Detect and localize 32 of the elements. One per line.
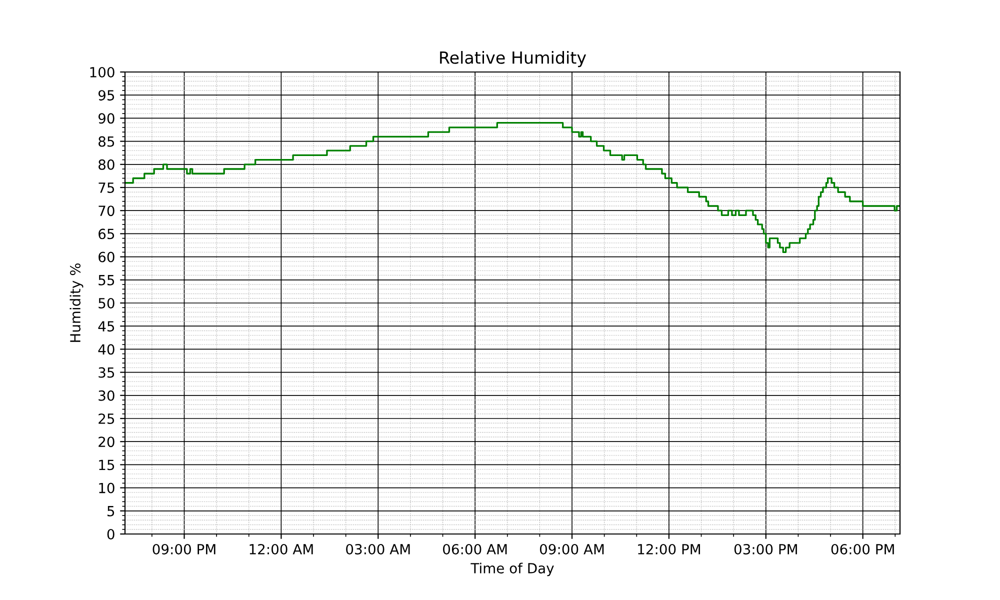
y-tick-label: 55 — [98, 275, 114, 286]
x-tick-label: 09:00 PM — [152, 544, 216, 554]
y-tick-label: 90 — [98, 113, 114, 124]
y-tick-label: 20 — [98, 436, 114, 448]
x-tick-label: 12:00 AM — [250, 544, 313, 554]
y-tick-label: 5 — [108, 506, 114, 516]
y-tick-label: 45 — [98, 321, 114, 332]
y-tick-label: 0 — [107, 528, 114, 540]
y-tick-label: 25 — [98, 413, 114, 424]
y-tick-label: 50 — [98, 298, 114, 308]
x-tick-label: 09:00 AM — [540, 544, 604, 554]
y-tick-label: 75 — [98, 182, 114, 193]
y-tick-label: 65 — [98, 228, 114, 240]
chart-title: Relative Humidity — [440, 51, 586, 68]
x-tick-label: 03:00 AM — [346, 544, 410, 554]
y-tick-label: 35 — [98, 367, 114, 378]
y-tick-label: 40 — [98, 344, 114, 355]
y-tick-label: 95 — [98, 90, 114, 101]
x-tick-label: 06:00 PM — [831, 544, 894, 554]
x-tick-label: 12:00 PM — [638, 544, 700, 554]
y-tick-label: 100 — [90, 66, 114, 78]
y-tick-label: 15 — [99, 460, 114, 470]
x-tick-label: 03:00 PM — [734, 544, 797, 554]
y-tick-label: 80 — [98, 159, 114, 170]
y-tick-label: 30 — [98, 390, 114, 401]
y-tick-label: 70 — [98, 206, 114, 216]
x-axis-title: Time of Day — [470, 562, 554, 576]
y-tick-label: 10 — [99, 482, 114, 494]
y-tick-label: 85 — [98, 136, 114, 147]
x-tick-label: 06:00 AM — [443, 544, 507, 554]
y-tick-label: 60 — [98, 252, 114, 262]
y-axis-title: Humidity % — [70, 263, 84, 342]
